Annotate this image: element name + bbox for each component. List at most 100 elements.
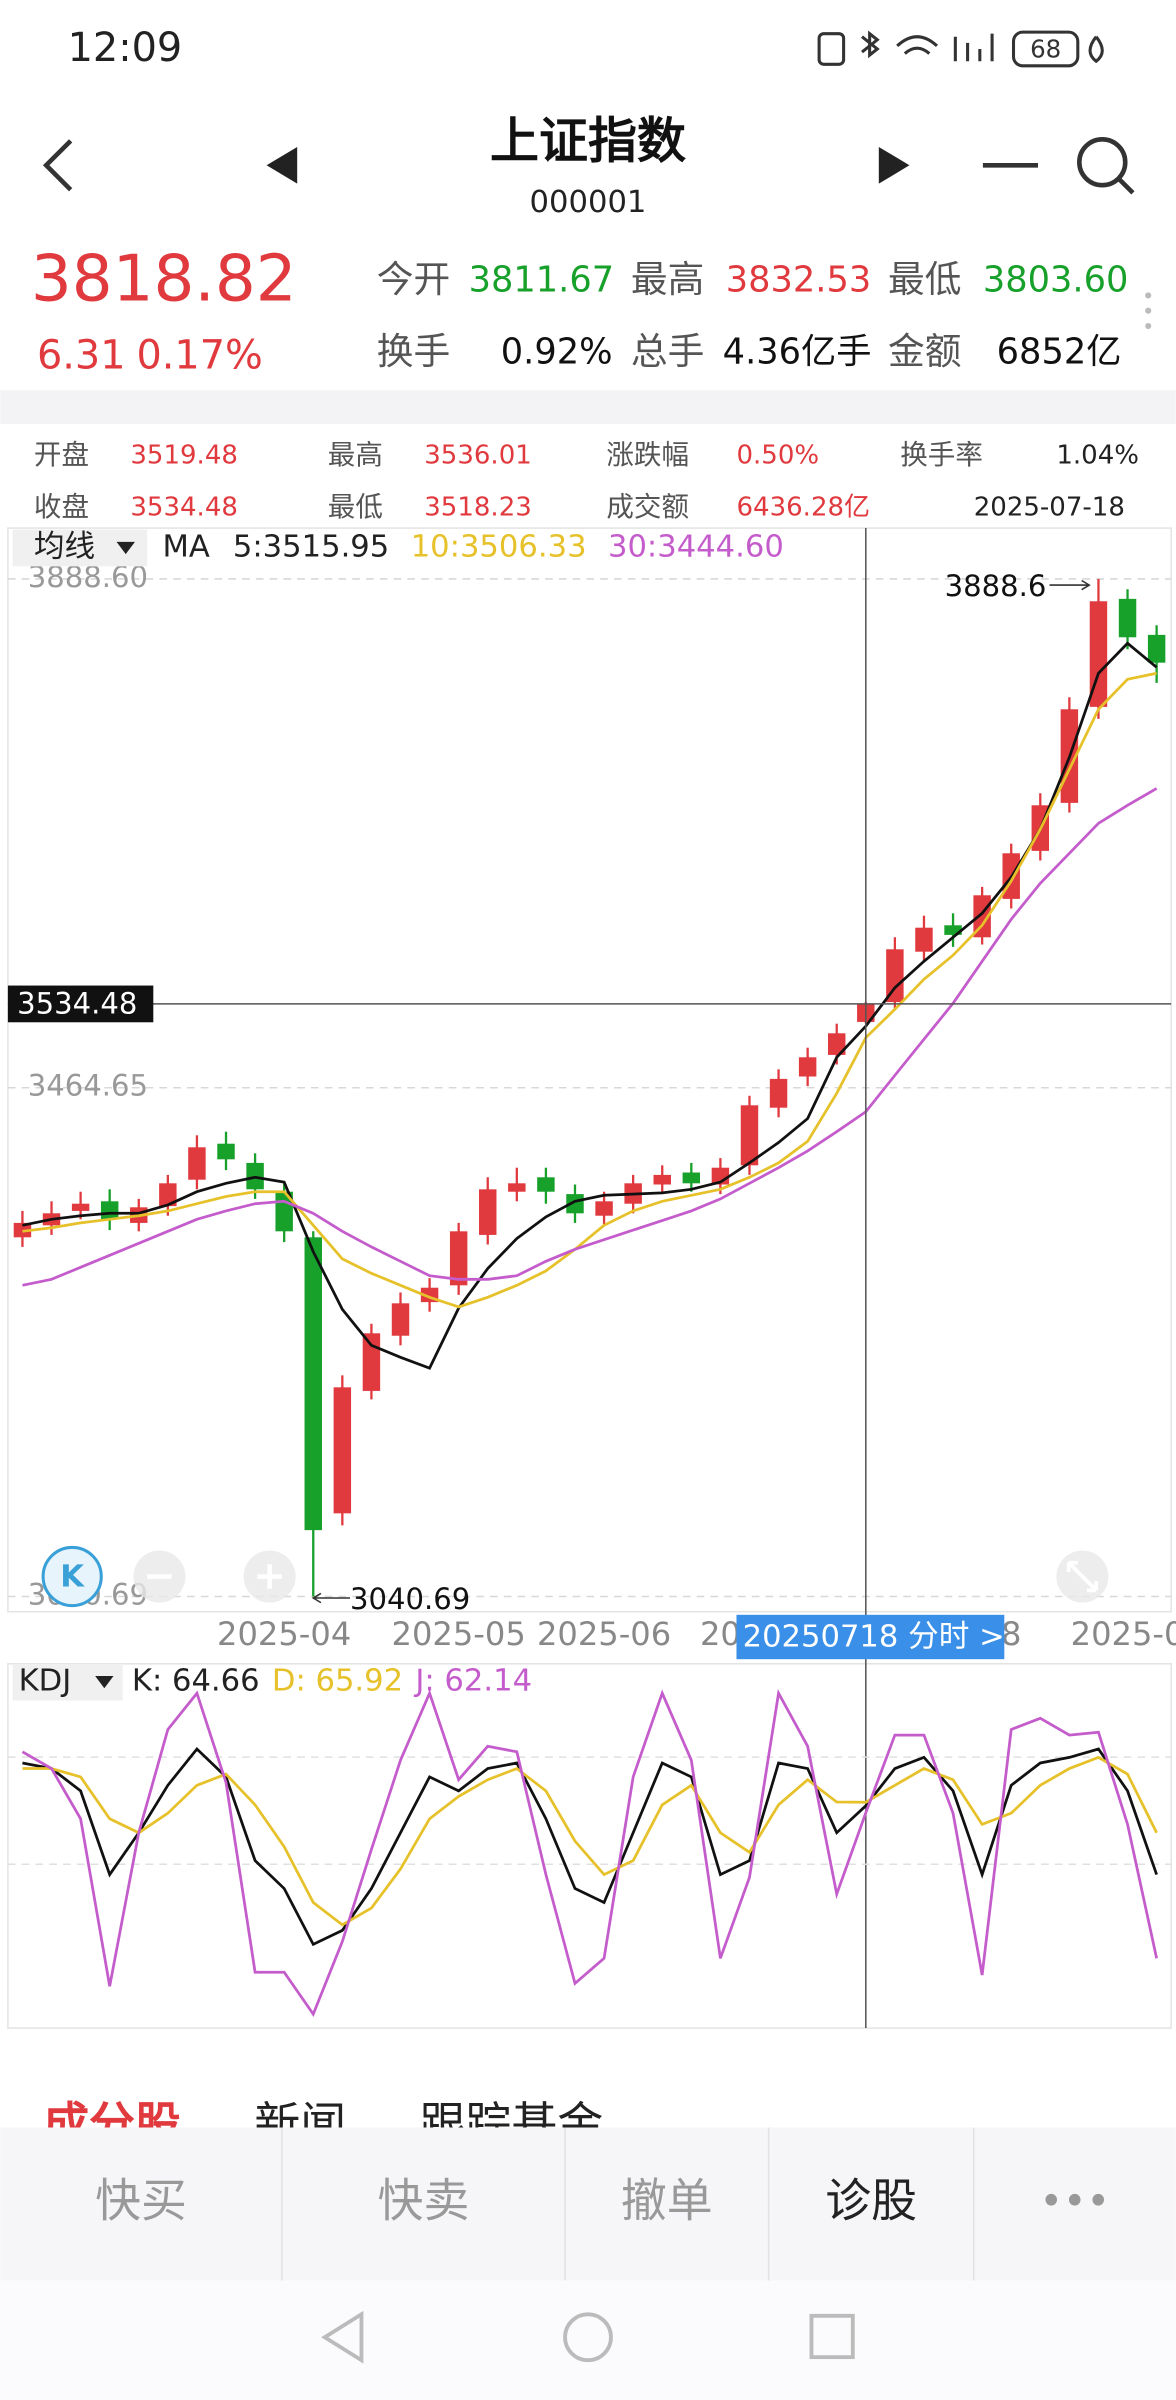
menu-caret <box>95 1676 114 1689</box>
stat-value: 4.36亿手 <box>723 332 872 373</box>
kdj-frame <box>7 1663 1172 2029</box>
stat-label: 总手 <box>631 330 704 373</box>
indicator-line <box>22 671 1157 1309</box>
candle-body <box>566 1194 584 1214</box>
stat-value: 3811.67 <box>469 260 615 301</box>
info-value: 3534.48 <box>130 493 238 523</box>
nav-home[interactable] <box>563 2312 613 2363</box>
indicator-line <box>22 787 1158 1287</box>
action-button[interactable]: 诊股 <box>825 2174 917 2228</box>
kdj-menu[interactable]: KDJ <box>19 1664 72 1699</box>
max-label: 3888.6 <box>945 569 1047 603</box>
candle-body <box>217 1143 235 1160</box>
more-dot <box>1145 322 1152 330</box>
candle-body <box>595 1201 613 1216</box>
action-button[interactable]: 快买 <box>95 2174 187 2228</box>
candle-body <box>828 1033 846 1055</box>
candle-body <box>537 1177 555 1192</box>
candle-body <box>886 949 904 1003</box>
nav-back[interactable] <box>321 2310 364 2364</box>
battery-icon <box>1011 30 1080 68</box>
candle-body <box>944 925 962 935</box>
min-arrow <box>311 1592 350 1604</box>
x-tick-label: 2025-04 <box>217 1615 351 1653</box>
candle-body <box>100 1201 119 1220</box>
indicator-line <box>22 1746 1158 1947</box>
candle-body <box>915 927 933 952</box>
candle-body <box>798 1057 817 1077</box>
next-button[interactable] <box>878 146 910 184</box>
stat-label: 金额 <box>888 330 961 373</box>
crosshair-label: 3534.48 <box>17 986 137 1020</box>
fullscreen-icon <box>1066 1560 1099 1593</box>
more-dot <box>1145 307 1152 314</box>
ma-label: MA <box>162 529 209 564</box>
tab[interactable]: 成分股 <box>43 2097 181 2151</box>
action-button[interactable]: 撤单 <box>621 2174 713 2228</box>
candle-body <box>362 1333 381 1391</box>
tooltip-bg <box>736 1614 1005 1660</box>
candle-body <box>769 1078 788 1108</box>
legend-entry: J: 62.14 <box>413 1664 532 1699</box>
indicator-line <box>22 641 1158 1370</box>
candle-body <box>159 1183 177 1207</box>
y-tick-label: 3464.65 <box>28 1069 148 1103</box>
info-label: 成交额 <box>606 491 689 523</box>
zoom-in-icon <box>257 1564 282 1589</box>
stock-code: 000001 <box>530 185 647 220</box>
stat-value: 6852亿 <box>997 332 1122 373</box>
candle-body <box>508 1183 526 1192</box>
tab[interactable]: 新闻 <box>254 2097 346 2151</box>
stock-name: 上证指数 <box>490 112 686 169</box>
info-value: 6436.28亿 <box>736 493 870 523</box>
k-icon: K <box>60 1560 85 1595</box>
x-tick-label: 20 <box>700 1615 741 1653</box>
chart-controls: K <box>41 1545 1109 1608</box>
candle-body <box>391 1303 410 1336</box>
clock: 12:09 <box>68 25 183 71</box>
more-dot <box>1145 292 1152 299</box>
info-label: 最低 <box>328 491 383 523</box>
tooltip[interactable]: 20250718 分时 > <box>743 1619 1005 1654</box>
crosshair-label-bg <box>7 985 154 1023</box>
action-button[interactable]: 快卖 <box>378 2174 470 2228</box>
info-value: 1.04% <box>1056 441 1139 471</box>
price-frame <box>7 527 1172 1613</box>
info-label: 换手率 <box>900 439 983 471</box>
legend-entry: K: 64.66 <box>132 1664 260 1699</box>
tab[interactable]: 跟踪基金 <box>420 2097 604 2151</box>
candle-body <box>653 1174 671 1185</box>
battery-level: 68 <box>1030 35 1061 64</box>
info-label: 最高 <box>328 439 383 471</box>
indicator-line <box>22 1755 1158 1927</box>
separator <box>0 390 1176 424</box>
change-pct: 0.17% <box>136 333 262 379</box>
stat-value: 3832.53 <box>726 260 872 301</box>
x-tick-label: 2025-0 <box>1071 1615 1176 1653</box>
back-button[interactable] <box>42 139 73 192</box>
action-button[interactable]: ••• <box>1040 2179 1110 2225</box>
max-arrow <box>1049 579 1091 591</box>
candle-body <box>1147 634 1166 663</box>
nav-recent[interactable] <box>809 2313 855 2360</box>
k-button[interactable] <box>41 1545 103 1608</box>
candle-body <box>71 1203 90 1211</box>
stat-label: 今开 <box>377 258 450 301</box>
menu-caret <box>116 541 135 555</box>
candle-body <box>1118 598 1137 638</box>
stat-label: 换手 <box>377 330 450 373</box>
search-button[interactable] <box>1077 136 1135 195</box>
prev-button[interactable] <box>266 146 298 184</box>
info-value: 3536.01 <box>424 441 532 471</box>
legend-entry: D: 65.92 <box>272 1664 403 1699</box>
stat-value: 0.92% <box>501 332 613 373</box>
candle-body <box>1089 601 1108 707</box>
ma-menu[interactable]: 均线 <box>34 529 95 564</box>
x-tick-label: 8 <box>1001 1615 1021 1653</box>
legend-entry: 30:3444.60 <box>608 529 784 564</box>
candle-body <box>333 1387 352 1514</box>
candle-body <box>479 1189 497 1235</box>
change: 6.31 <box>37 333 126 379</box>
